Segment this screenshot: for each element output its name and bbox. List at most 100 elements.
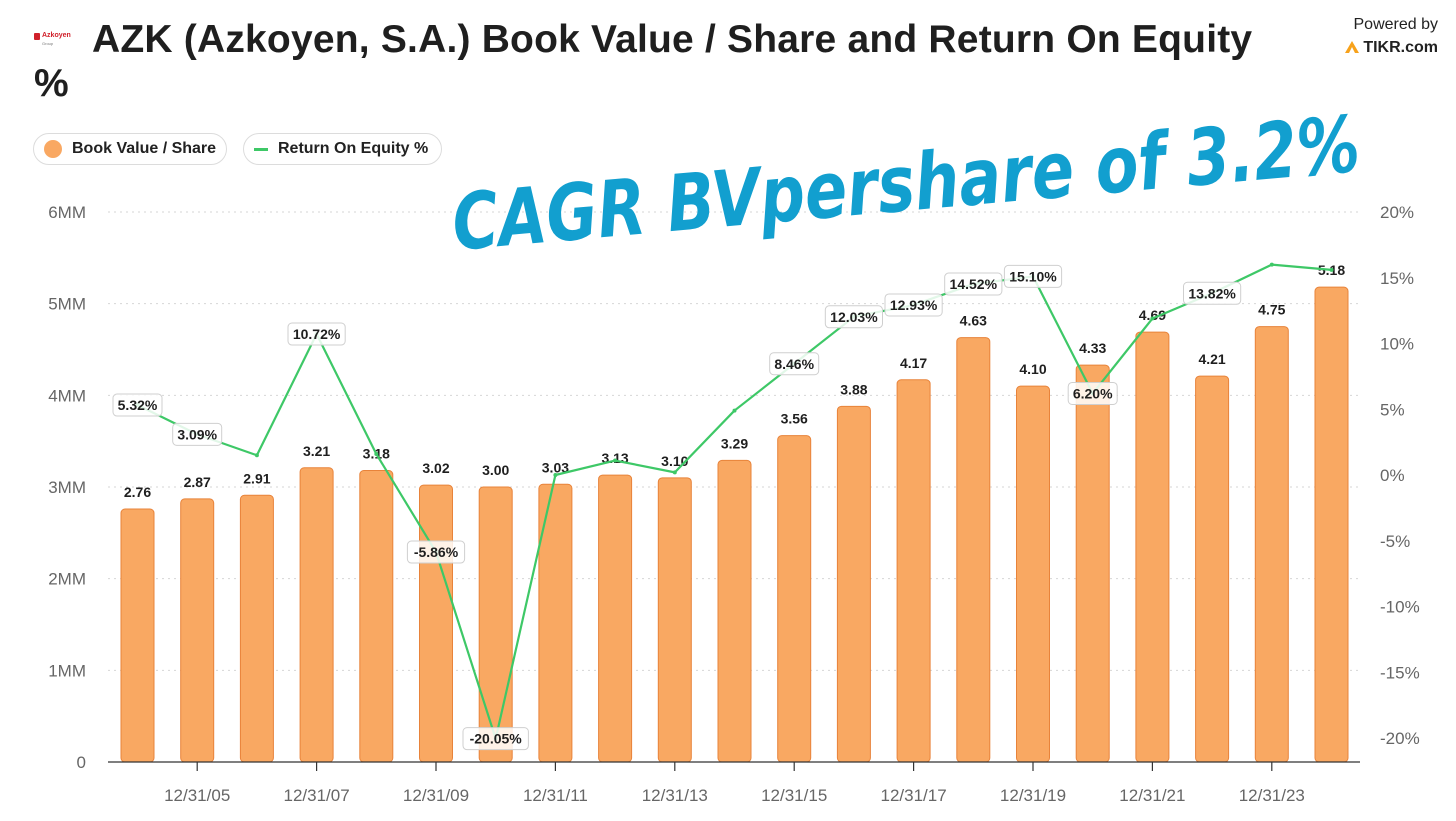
- bar-series: [120, 286, 1349, 763]
- bar-book-value[interactable]: [1314, 286, 1349, 763]
- left-axis-tick-label: 0: [77, 753, 86, 772]
- handwritten-cagr-note: CAGR BVpershare of 3.2%: [449, 100, 1363, 269]
- bar-value-label: 4.21: [1198, 351, 1225, 367]
- bar-book-value[interactable]: [359, 470, 394, 763]
- right-axis-tick-label: 10%: [1380, 335, 1414, 354]
- bar-value-label: 2.91: [243, 470, 270, 486]
- roe-label-box: [172, 422, 223, 446]
- roe-label-text: 3.09%: [177, 426, 217, 442]
- roe-label-box: [1183, 281, 1242, 305]
- bar-value-label: 3.03: [542, 459, 569, 475]
- roe-label-text: 15.10%: [1009, 268, 1057, 284]
- bar-value-label: 4.17: [900, 355, 927, 371]
- roe-data-labels: 5.32% 3.09% 10.72% -5.86% -20.05% 8.46% 12.03%…: [112, 264, 1242, 751]
- handwritten-annotation: CAGR BVpershare of 3.2%: [449, 100, 1363, 269]
- left-axis-tick-label: 1MM: [48, 661, 86, 680]
- brand-row: TIKR.com: [1345, 39, 1438, 57]
- x-axis-tick-label: 12/31/15: [761, 786, 827, 805]
- bar-value-label: 2.87: [184, 474, 211, 490]
- bar-book-value[interactable]: [1254, 326, 1289, 763]
- roe-label-text: 8.46%: [774, 356, 814, 372]
- x-axis: 12/31/05 12/31/07 12/31/09 12/31/11 12/31/13…: [108, 761, 1360, 805]
- roe-label-text: 13.82%: [1188, 285, 1236, 301]
- roe-value-label: 12.03%: [824, 305, 883, 329]
- roe-label-text: 10.72%: [293, 326, 341, 342]
- roe-label-text: -5.86%: [414, 544, 459, 560]
- roe-label-text: 14.52%: [950, 276, 998, 292]
- bar-book-value[interactable]: [777, 435, 812, 763]
- bar-book-value[interactable]: [598, 474, 633, 763]
- bar-book-value[interactable]: [180, 498, 215, 763]
- legend-label-book-value: Book Value / Share: [72, 140, 217, 157]
- bar-value-label: 3.56: [781, 411, 808, 427]
- bar-book-value[interactable]: [1135, 331, 1170, 763]
- roe-label-box: [1067, 381, 1118, 405]
- bar-value-label: 4.75: [1258, 302, 1285, 318]
- bar-book-value[interactable]: [120, 508, 155, 763]
- roe-value-label: 3.09%: [172, 422, 223, 446]
- roe-label-text: 12.93%: [890, 297, 938, 313]
- roe-point[interactable]: [254, 453, 259, 458]
- left-axis-tick-label: 5MM: [48, 295, 86, 314]
- roe-label-box: [287, 322, 346, 346]
- roe-label-text: 5.32%: [118, 397, 158, 413]
- bar-data-labels: 2.762.872.913.213.183.023.003.033.133.10…: [124, 262, 1345, 500]
- bar-book-value[interactable]: [896, 379, 931, 763]
- logo-subtext: Group: [42, 41, 54, 46]
- azkoyen-logo-mark: [34, 33, 40, 40]
- bar-book-value[interactable]: [1195, 375, 1230, 763]
- legend-item-roe[interactable]: Return On Equity %: [243, 133, 442, 165]
- roe-point[interactable]: [613, 458, 618, 463]
- roe-label-box: [824, 305, 883, 329]
- brand-text: TIKR.com: [1363, 39, 1438, 56]
- left-axis-tick-label: 4MM: [48, 386, 86, 405]
- x-axis-tick-label: 12/31/23: [1239, 786, 1305, 805]
- bar-value-label: 3.21: [303, 443, 330, 459]
- legend-item-book-value[interactable]: Book Value / Share: [33, 133, 227, 165]
- right-axis: -20% -15% -10% -5% 0% 5% 10% 15% 20%: [1380, 203, 1420, 748]
- right-axis-tick-label: -10%: [1380, 598, 1420, 617]
- powered-by-badge[interactable]: Powered by TIKR.com: [1345, 16, 1438, 57]
- roe-point[interactable]: [1329, 267, 1334, 272]
- roe-point[interactable]: [672, 470, 677, 475]
- roe-point[interactable]: [553, 473, 558, 477]
- roe-value-label: 15.10%: [1003, 264, 1063, 288]
- bar-book-value[interactable]: [717, 459, 752, 763]
- bar-book-value[interactable]: [1075, 364, 1110, 763]
- bar-value-label: 3.02: [422, 460, 449, 476]
- roe-label-box: [462, 727, 529, 751]
- x-axis-tick-label: 12/31/17: [881, 786, 947, 805]
- x-axis-tick-label: 12/31/21: [1119, 786, 1185, 805]
- bar-book-value[interactable]: [419, 484, 453, 763]
- x-axis-tick-label: 12/31/07: [284, 786, 350, 805]
- bar-book-value[interactable]: [836, 405, 871, 763]
- x-axis-tick-label: 12/31/05: [164, 786, 230, 805]
- chart-title: AZK (Azkoyen, S.A.) Book Value / Share a…: [34, 18, 1274, 106]
- bar-book-value[interactable]: [657, 477, 692, 763]
- x-axis-tick-label: 12/31/13: [642, 786, 708, 805]
- right-axis-tick-label: 5%: [1380, 400, 1405, 419]
- roe-value-label: 5.32%: [112, 393, 163, 417]
- bar-value-label: 4.10: [1019, 361, 1046, 377]
- logo-text: Azkoyen: [42, 32, 71, 39]
- bar-book-value[interactable]: [239, 494, 274, 763]
- roe-label-box: [112, 393, 163, 417]
- bar-value-label: 3.88: [840, 381, 867, 397]
- bar-book-value[interactable]: [299, 467, 334, 763]
- x-axis-tick-label: 12/31/09: [403, 786, 469, 805]
- roe-value-label: -20.05%: [462, 727, 529, 751]
- book-value-swatch-icon: [44, 140, 62, 158]
- roe-point[interactable]: [1150, 316, 1155, 321]
- left-axis: 0 1MM 2MM 3MM 4MM 5MM 6MM: [48, 203, 86, 772]
- roe-value-label: 13.82%: [1183, 281, 1242, 305]
- roe-point[interactable]: [732, 408, 737, 413]
- bar-book-value[interactable]: [956, 337, 991, 763]
- roe-label-box: [406, 540, 466, 564]
- roe-point[interactable]: [374, 451, 379, 456]
- bar-book-value[interactable]: [478, 486, 513, 763]
- bar-book-value[interactable]: [1016, 385, 1050, 763]
- roe-label-text: 6.20%: [1073, 385, 1113, 401]
- roe-point[interactable]: [1269, 262, 1274, 267]
- roe-value-label: 8.46%: [769, 352, 820, 376]
